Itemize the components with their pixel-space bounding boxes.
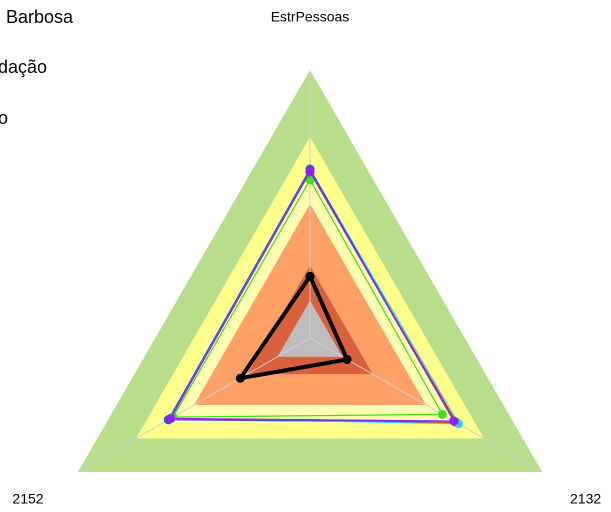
series-marker <box>305 167 315 177</box>
series-line <box>172 178 444 418</box>
series-line <box>169 170 455 422</box>
axis-line <box>77 337 311 473</box>
series-marker <box>305 175 315 185</box>
annotation: Barbosa <box>6 7 74 27</box>
series-marker <box>449 416 459 426</box>
annotation: dação <box>0 57 47 77</box>
annotation: o <box>0 108 8 128</box>
series-marker <box>235 373 245 383</box>
series-marker <box>166 413 176 423</box>
series-line <box>169 167 460 425</box>
series-marker <box>437 409 447 419</box>
series-line <box>167 167 455 422</box>
series-marker <box>305 271 315 281</box>
series-line <box>236 272 351 381</box>
axis-label: 2152 <box>12 491 43 507</box>
series-marker <box>342 354 352 364</box>
axis-label: EstrPessoas <box>271 9 350 25</box>
axis-label: 2132 <box>570 491 601 507</box>
